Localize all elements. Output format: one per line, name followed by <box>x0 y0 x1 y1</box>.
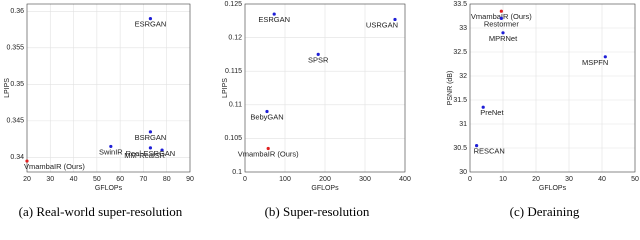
x-tick-label: 400 <box>399 176 411 183</box>
point-label: BebyGAN <box>250 113 283 122</box>
point <box>316 52 320 57</box>
point <box>148 130 153 134</box>
caption: (c) Deraining <box>510 204 580 219</box>
point-label: SwinIR <box>99 147 123 156</box>
y-tick-label: 0.355 <box>6 45 24 52</box>
y-tick-label: 30 <box>459 169 467 176</box>
point-label: RESCAN <box>474 147 505 156</box>
y-tick-label: 0.36 <box>10 8 24 15</box>
point-label: MM-RealSR <box>124 151 165 160</box>
point-label: Real-ESRGAN <box>126 149 176 158</box>
point-label: PreNet <box>480 108 504 117</box>
plot-frame <box>26 3 191 173</box>
x-axis-label: GFLOPs <box>311 185 339 192</box>
y-tick-label: 0.1 <box>232 169 242 176</box>
x-tick-label: 70 <box>140 176 148 183</box>
point-label: MSPFN <box>582 58 608 67</box>
point <box>499 16 503 20</box>
x-axis-label: GFLOPs <box>539 185 567 192</box>
x-tick-label: 60 <box>116 176 124 183</box>
x-tick-label: 40 <box>70 176 78 183</box>
y-tick-label: 31.5 <box>453 97 467 104</box>
caption: (a) Real-world super-resolution <box>19 204 183 219</box>
point-label: VmambaIR (Ours) <box>471 12 532 21</box>
point-label: VmambaIR (Ours) <box>238 149 299 158</box>
point <box>148 146 153 150</box>
point <box>25 159 29 163</box>
y-tick-label: 0.105 <box>224 135 242 142</box>
x-tick-label: 30 <box>565 176 573 183</box>
point <box>603 55 607 59</box>
y-axis-label: LPIPS <box>4 78 11 98</box>
point <box>109 144 113 149</box>
point <box>265 109 269 114</box>
point <box>393 17 397 22</box>
y-tick-label: 31 <box>459 121 467 128</box>
point-label: BSRGAN <box>135 133 167 142</box>
y-tick-label: 0.35 <box>10 81 24 88</box>
point-label: VmambaIR (Ours) <box>24 162 85 171</box>
y-tick-label: 33 <box>459 25 467 32</box>
y-tick-label: 32.5 <box>453 49 467 56</box>
y-tick-label: 32 <box>459 73 467 80</box>
y-axis-label: LPIPS <box>222 78 229 98</box>
point-label: ESRGAN <box>258 15 290 24</box>
point <box>475 144 479 148</box>
point <box>148 17 153 21</box>
y-tick-label: 0.11 <box>229 102 242 109</box>
x-axis-label: GFLOPs <box>95 185 123 192</box>
x-tick-label: 10 <box>499 176 507 183</box>
x-tick-label: 300 <box>359 176 371 183</box>
point <box>481 105 485 109</box>
point <box>499 9 503 13</box>
plot-frame <box>244 3 406 173</box>
x-tick-label: 20 <box>532 176 540 183</box>
x-tick-label: 50 <box>93 176 101 183</box>
point <box>501 31 505 35</box>
plot-frame <box>469 3 636 173</box>
x-tick-label: 0 <box>243 176 247 183</box>
x-tick-label: 200 <box>319 176 331 183</box>
y-tick-label: 0.115 <box>225 68 242 75</box>
point <box>160 148 164 152</box>
point-label: Restormer <box>484 19 520 28</box>
y-tick-label: 33.5 <box>453 1 467 8</box>
x-tick-label: 20 <box>23 176 31 183</box>
x-tick-label: 50 <box>631 176 639 183</box>
x-tick-label: 100 <box>279 176 291 183</box>
figure: 0.34 0.345 0.35 0.355 0.36 20 30 40 50 60 70 80 90 GF… <box>4 1 639 219</box>
y-tick-label: 30.5 <box>453 145 467 152</box>
y-tick-label: 0.345 <box>6 118 24 125</box>
point-label: ESRGAN <box>135 20 167 29</box>
point <box>272 12 276 16</box>
x-tick-label: 40 <box>598 176 606 183</box>
y-tick-label: 0.12 <box>228 34 242 41</box>
y-tick-label: 0.34 <box>10 154 24 161</box>
x-tick-label: 90 <box>186 176 194 183</box>
y-tick-label: 0.125 <box>224 1 242 8</box>
point-label: MPRNet <box>489 34 518 43</box>
point-label: SPSR <box>308 55 329 64</box>
y-axis-label: PSNR (dB) <box>447 71 454 106</box>
x-tick-label: 80 <box>163 176 171 183</box>
x-tick-label: 30 <box>46 176 54 183</box>
point <box>266 146 270 151</box>
x-tick-label: 0 <box>468 176 472 183</box>
point-label: USRGAN <box>366 20 398 29</box>
caption: (b) Super-resolution <box>265 204 370 219</box>
